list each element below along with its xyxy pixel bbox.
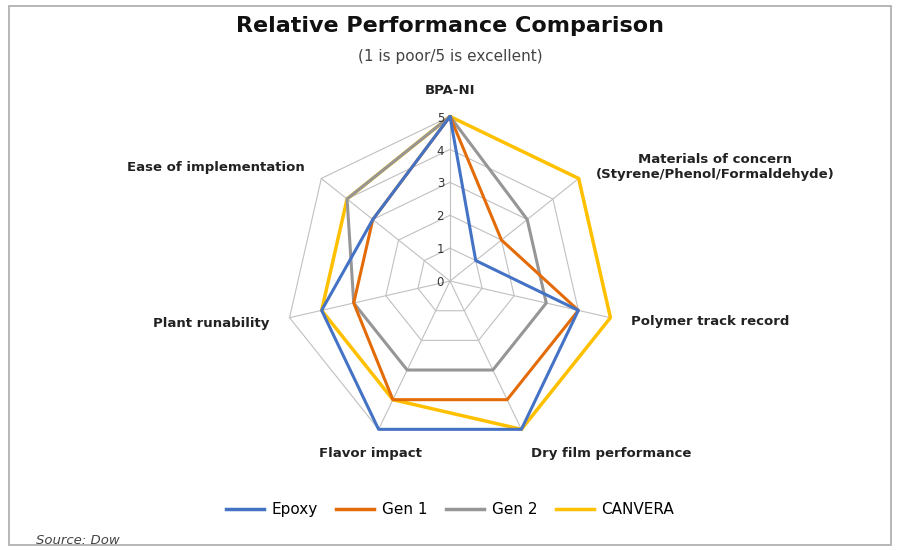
Text: (1 is poor/5 is excellent): (1 is poor/5 is excellent) bbox=[357, 50, 543, 64]
Text: Dry film performance: Dry film performance bbox=[531, 447, 691, 460]
Text: 5: 5 bbox=[436, 112, 444, 125]
Text: Polymer track record: Polymer track record bbox=[631, 315, 789, 328]
Text: Materials of concern
(Styrene/Phenol/Formaldehyde): Materials of concern (Styrene/Phenol/For… bbox=[596, 153, 834, 181]
Text: 4: 4 bbox=[436, 145, 444, 157]
Text: BPA-NI: BPA-NI bbox=[425, 84, 475, 97]
Text: Flavor impact: Flavor impact bbox=[320, 447, 422, 460]
Text: Ease of implementation: Ease of implementation bbox=[127, 161, 304, 174]
Text: Plant runability: Plant runability bbox=[153, 317, 269, 330]
Legend: Epoxy, Gen 1, Gen 2, CANVERA: Epoxy, Gen 1, Gen 2, CANVERA bbox=[220, 496, 680, 523]
Text: 2: 2 bbox=[436, 211, 444, 223]
Text: Relative Performance Comparison: Relative Performance Comparison bbox=[236, 16, 664, 36]
Text: 0: 0 bbox=[436, 276, 444, 289]
Text: 1: 1 bbox=[436, 243, 444, 256]
Text: 3: 3 bbox=[436, 178, 444, 190]
Text: Source: Dow: Source: Dow bbox=[36, 534, 120, 547]
